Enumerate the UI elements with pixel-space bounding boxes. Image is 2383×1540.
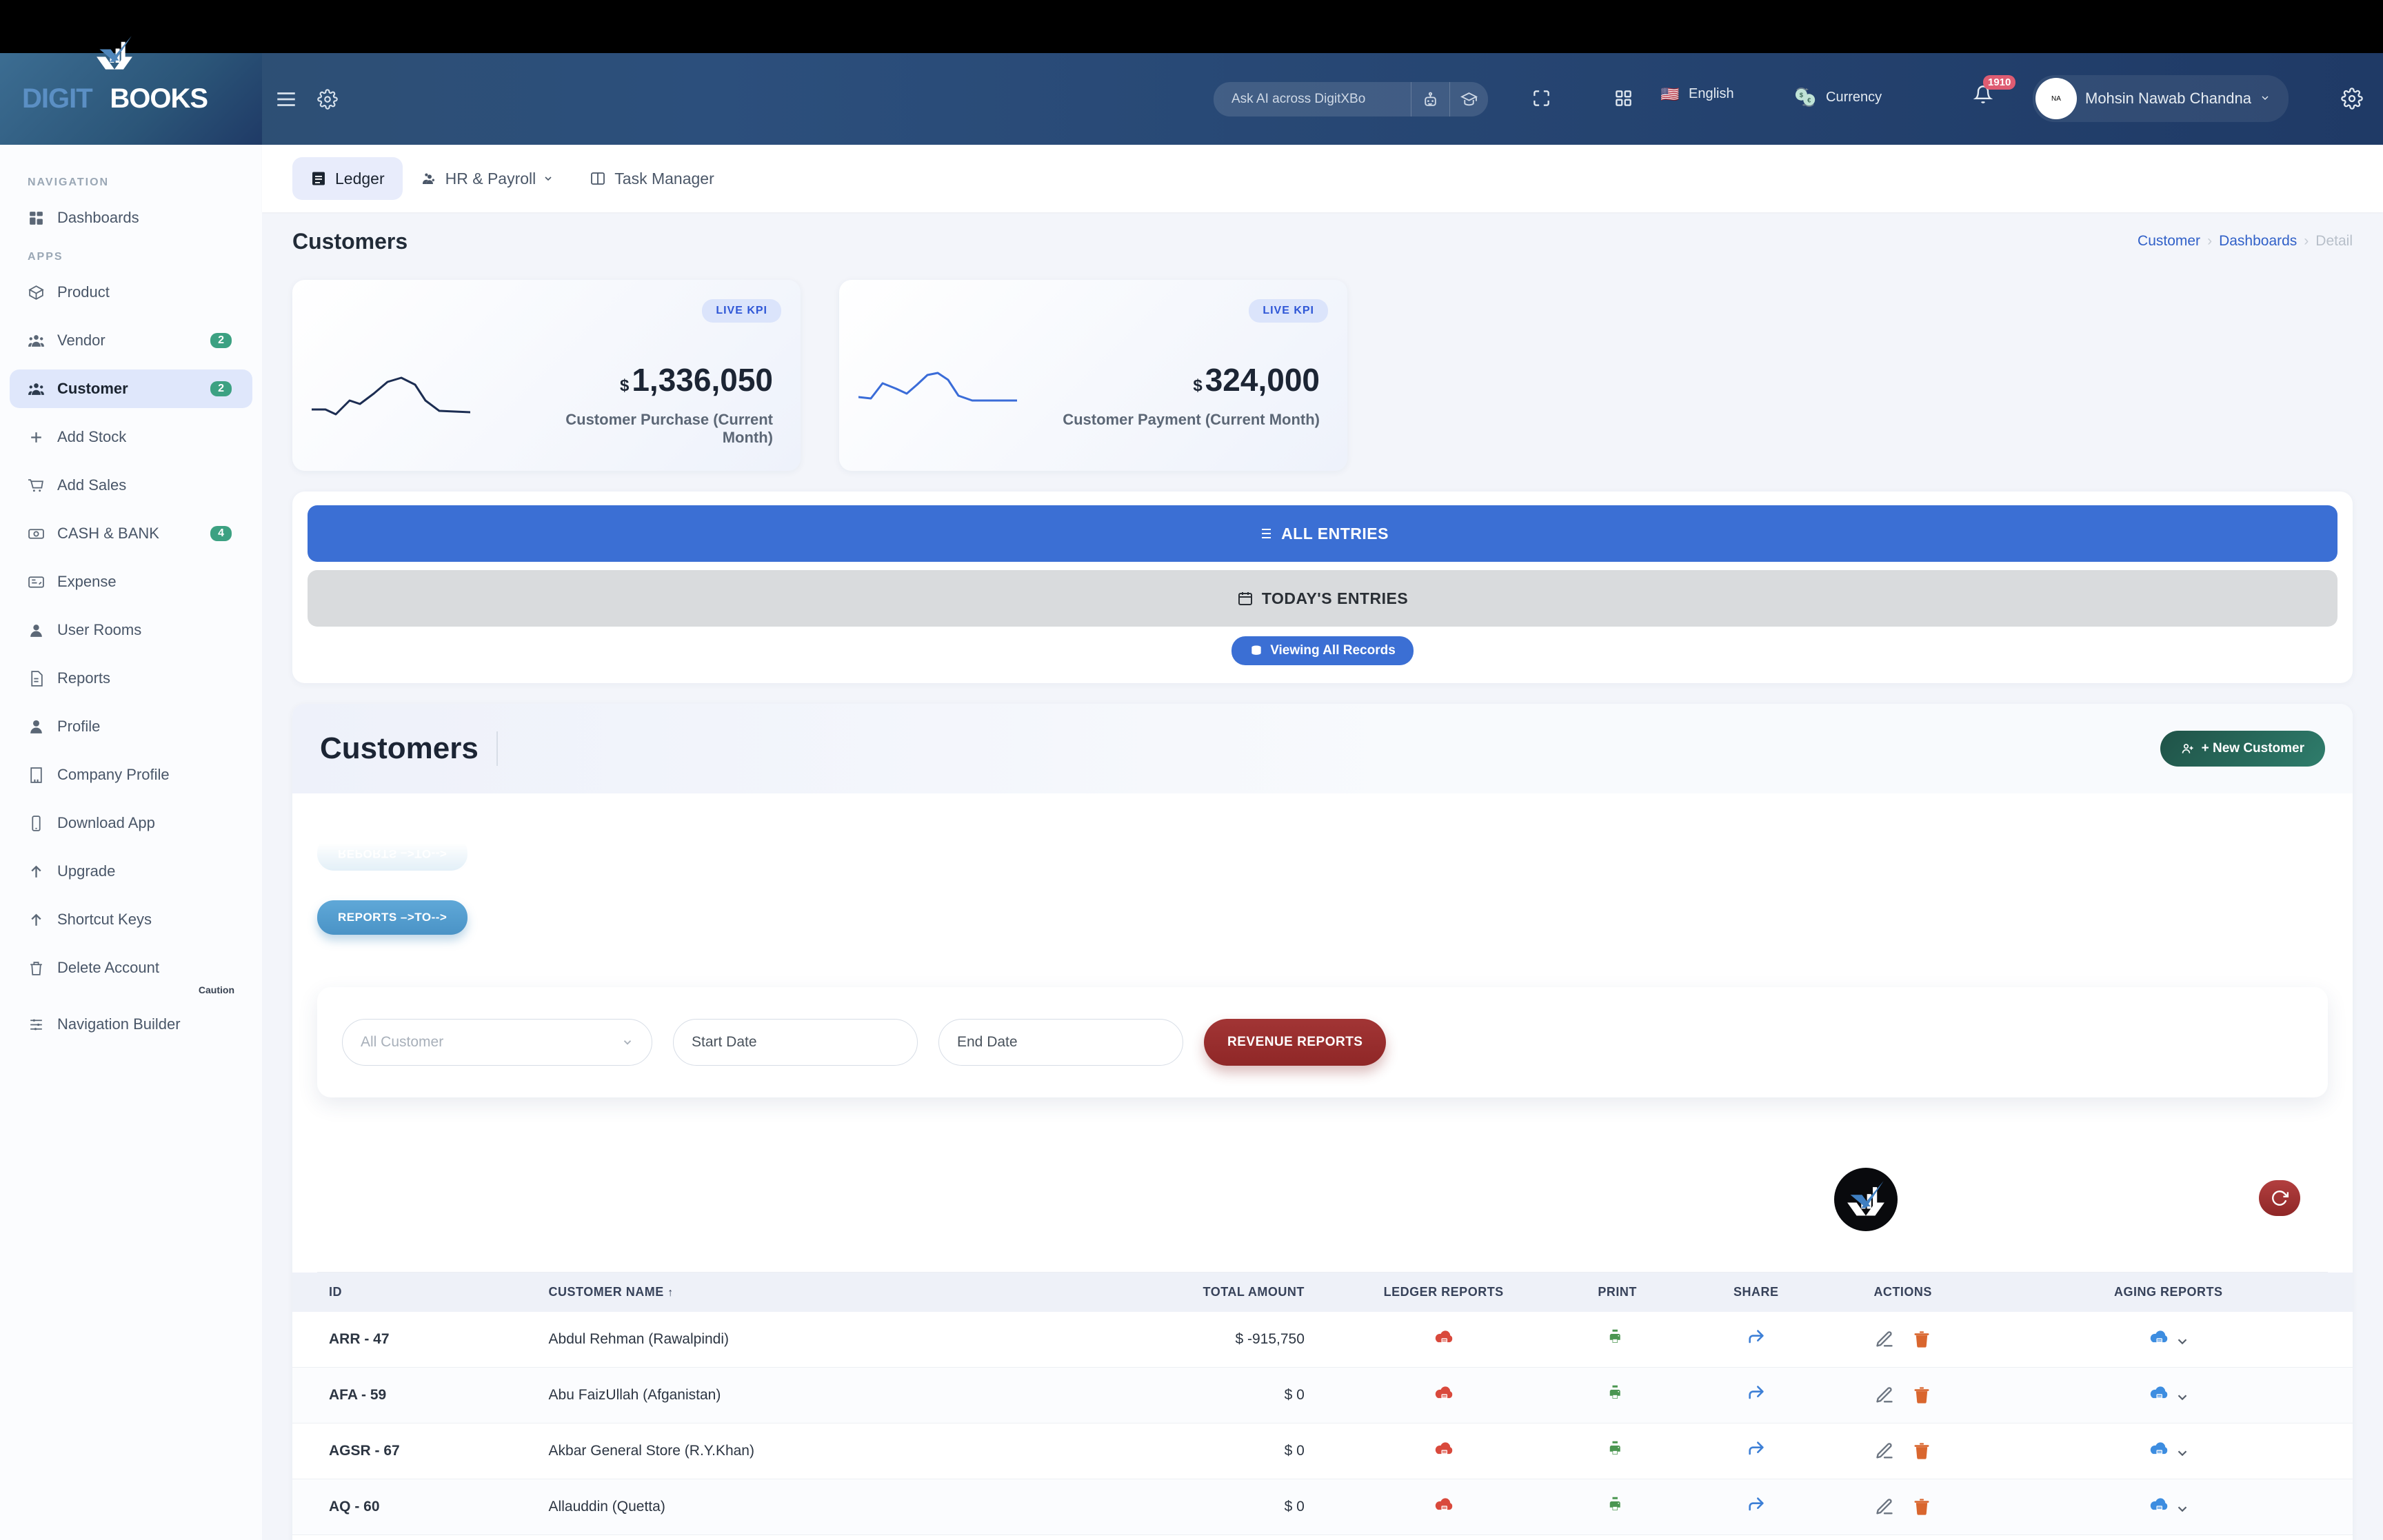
svg-text:$: $: [1800, 91, 1804, 99]
svg-text:€: €: [1807, 97, 1811, 104]
